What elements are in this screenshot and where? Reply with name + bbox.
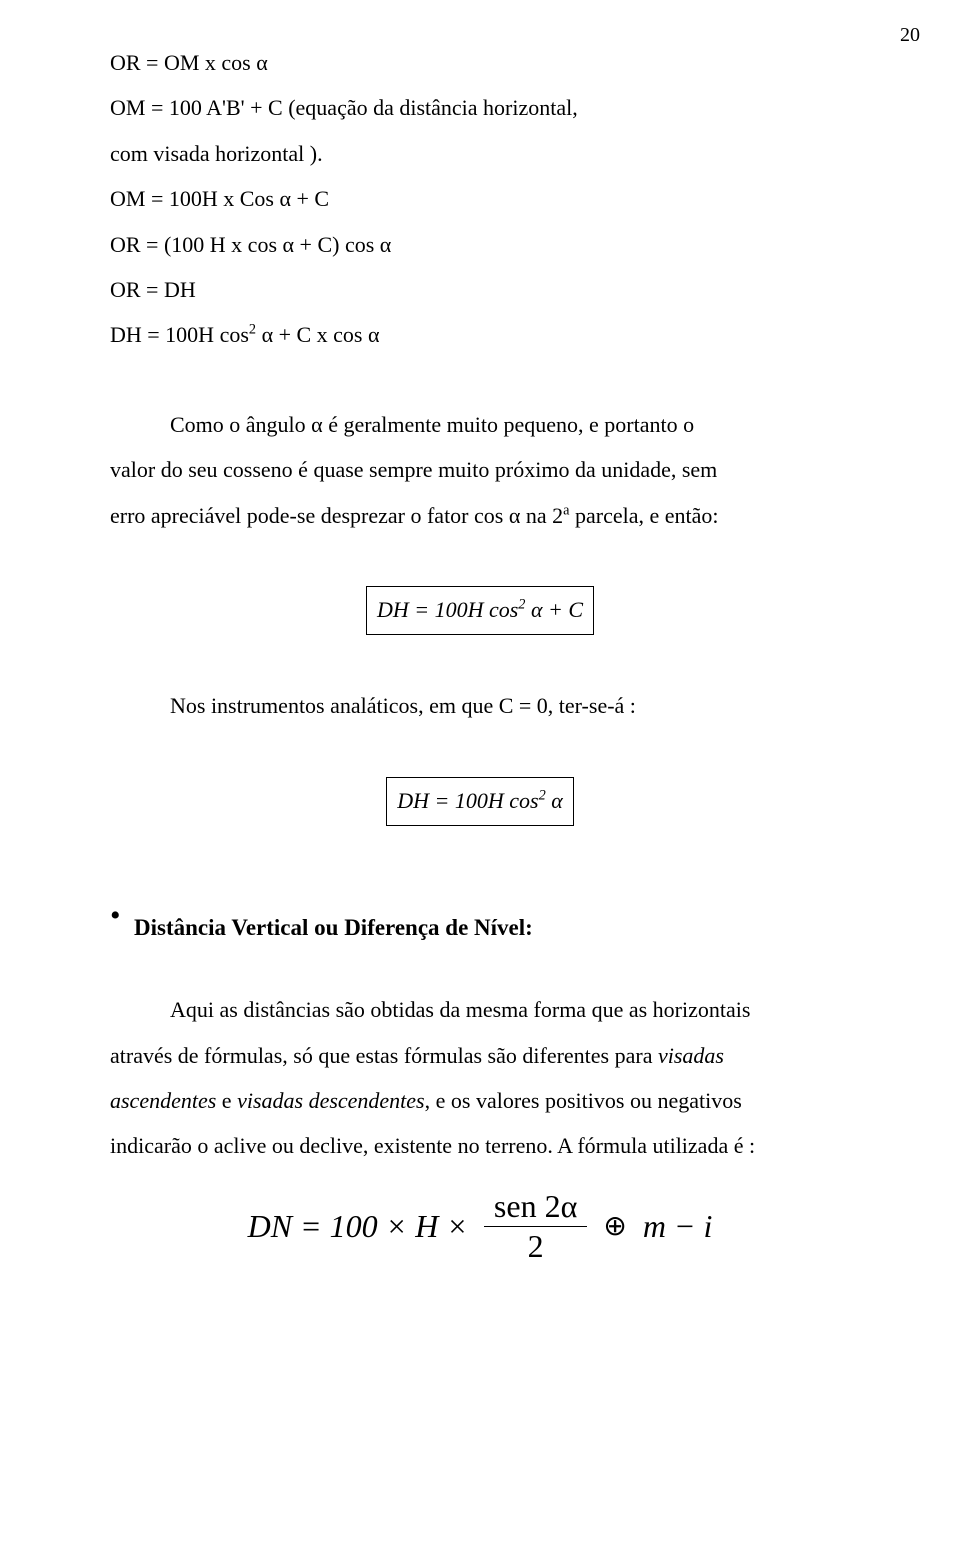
main-formula-right: m − i [643,1199,713,1253]
boxed1-pre: DH = 100H cos [377,597,518,622]
paragraph-2: Nos instrumentos analáticos, em que C = … [110,687,850,724]
boxed1-post: α + C [525,597,583,622]
boxed2-post: α [546,788,563,813]
p1c-pre: erro apreciável pode-se desprezar o fato… [110,503,563,528]
equation-line-2: OM = 100 A'B' + C (equação da distância … [110,89,850,126]
p3c-mid: e [216,1088,237,1113]
paragraph-3-line-b: através de fórmulas, só que estas fórmul… [110,1037,850,1074]
boxed2-exp: 2 [539,787,546,803]
boxed-formula-2-wrap: DH = 100H cos2 α [110,777,850,826]
equation-line-3: com visada horizontal ). [110,135,850,172]
equation-line-7: DH = 100H cos2 α + C x cos α [110,316,850,353]
paragraph-3-line-a: Aqui as distâncias são obtidas da mesma … [110,991,850,1028]
paragraph-1-line-a: Como o ângulo α é geralmente muito peque… [110,406,850,443]
section-heading-row: • Distância Vertical ou Diferença de Nív… [110,898,850,947]
p3b-pre: através de fórmulas, só que estas fórmul… [110,1043,658,1068]
p1c-post: parcela, e então: [570,503,719,528]
eq7-pre: DH = 100H cos [110,322,249,347]
p3b-italic-1: visadas [658,1043,724,1068]
equation-line-1: OR = OM x cos α [110,44,850,81]
equation-line-6: OR = DH [110,271,850,308]
bullet-icon: • [110,898,134,934]
p3c-italic-1: ascendentes [110,1088,216,1113]
main-formula-fraction: sen 2α 2 [484,1189,587,1264]
fraction-denominator: 2 [528,1227,544,1264]
p3c-post: , e os valores positivos ou negativos [425,1088,742,1113]
equation-line-4: OM = 100H x Cos α + C [110,180,850,217]
boxed-formula-1: DH = 100H cos2 α + C [366,586,594,635]
main-formula-left: DN = 100 × H × [248,1199,468,1253]
boxed-formula-2: DH = 100H cos2 α [386,777,574,826]
boxed-formula-1-wrap: DH = 100H cos2 α + C [110,586,850,635]
eq7-post: α + C x cos α [256,322,379,347]
paragraph-3-line-c: ascendentes e visadas descendentes, e os… [110,1082,850,1119]
oplus-icon: ⊕ [603,1203,626,1251]
paragraph-3-line-d: indicarão o aclive ou declive, existente… [110,1127,850,1164]
section-heading: Distância Vertical ou Diferença de Nível… [134,908,533,947]
paragraph-1-line-b: valor do seu cosseno é quase sempre muit… [110,451,850,488]
equation-line-5: OR = (100 H x cos α + C) cos α [110,226,850,263]
p3c-italic-2: visadas descendentes [237,1088,425,1113]
main-formula: DN = 100 × H × sen 2α 2 ⊕ m − i [110,1189,850,1264]
page-body: 20 OR = OM x cos α OM = 100 A'B' + C (eq… [0,0,960,1565]
page-number: 20 [900,18,920,52]
eq7-exp: 2 [249,322,256,338]
boxed2-pre: DH = 100H cos [397,788,538,813]
fraction-numerator: sen 2α [484,1189,587,1227]
paragraph-1-line-c: erro apreciável pode-se desprezar o fato… [110,497,850,534]
